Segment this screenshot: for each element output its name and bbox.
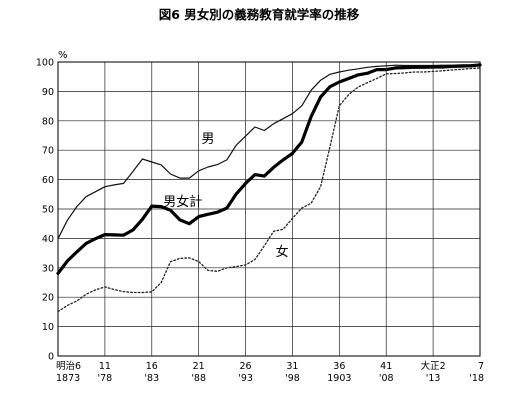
series-line-female: [57, 67, 481, 313]
chart-title: 図6 男女別の義務教育就学率の推移: [159, 7, 360, 22]
plot-frame: [57, 61, 481, 357]
y-tick-label: 40: [42, 234, 54, 245]
y-tick-label: 70: [42, 146, 54, 157]
series-label-female: 女: [276, 244, 289, 260]
grid: [57, 61, 481, 357]
x-tick-label-year: '83: [144, 373, 159, 384]
y-tick-label: 50: [42, 205, 54, 216]
x-tick-label-year: '93: [238, 373, 253, 384]
y-tick-label: 60: [42, 175, 54, 186]
x-tick-label-era: 41: [380, 361, 392, 372]
x-tick-label-era: 21: [193, 361, 205, 372]
x-tick-label-year: '78: [98, 373, 113, 384]
x-tick-label-year: '18: [469, 373, 484, 384]
x-tick-label-year: '13: [426, 373, 441, 384]
x-tick-label-era: 明治6: [56, 360, 81, 372]
y-tick-label: 20: [42, 293, 54, 304]
x-tick-label-year: '98: [285, 373, 300, 384]
y-tick-label: 90: [42, 87, 54, 98]
x-tick-label-year: 1903: [327, 373, 351, 384]
y-axis-unit: %: [58, 50, 68, 61]
series-line-total: [56, 63, 482, 275]
y-tick-label: 0: [48, 352, 54, 363]
x-tick-label-era: 7: [478, 361, 484, 372]
x-tick-label-era: 16: [146, 361, 158, 372]
y-tick-label: 30: [42, 263, 54, 274]
series-lines: [56, 63, 482, 313]
series-line-male: [57, 63, 481, 240]
x-tick-label-year: '88: [191, 373, 206, 384]
y-tick-label: 100: [36, 58, 54, 69]
x-tick-label-era: 11: [99, 361, 111, 372]
y-tick-label: 80: [42, 116, 54, 127]
series-label-total: 男女計: [163, 194, 202, 210]
x-tick-label-year: 1873: [56, 373, 80, 384]
x-tick-label-era: 26: [240, 361, 252, 372]
x-tick-label-era: 36: [333, 361, 345, 372]
x-tick-label-era: 31: [286, 361, 298, 372]
y-tick-label: 10: [42, 322, 54, 333]
x-tick-label-year: '08: [379, 373, 394, 384]
series-label-male: 男: [202, 132, 215, 147]
x-tick-label-era: 大正2: [421, 360, 446, 372]
